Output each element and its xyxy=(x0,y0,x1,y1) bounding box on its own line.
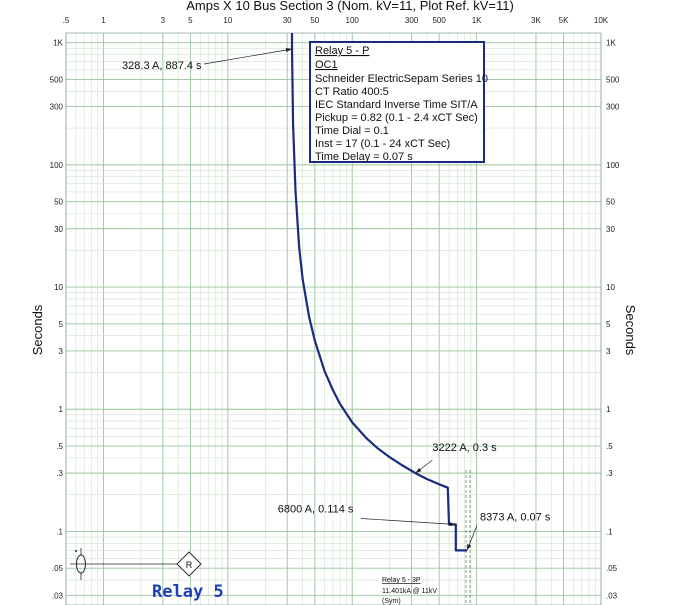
y-tick-label-left: 1K xyxy=(53,39,63,48)
annotation-arrowhead xyxy=(415,467,422,474)
y-tick-label-left: 1 xyxy=(59,405,64,414)
y-tick-label-left: 5 xyxy=(59,320,64,329)
y-tick-label-left: 100 xyxy=(50,161,64,170)
y-tick-label-left: .1 xyxy=(56,527,63,536)
y-tick-label-left: 50 xyxy=(54,198,63,207)
annotation-arrowhead xyxy=(285,48,293,52)
y-tick-label-right: .05 xyxy=(606,564,618,573)
y-tick-label-left: .3 xyxy=(56,469,63,478)
y-tick-label-right: 5 xyxy=(606,320,611,329)
relay-info-box[interactable]: Relay 5 - P OC1 Schneider ElectricSepam … xyxy=(309,41,488,163)
y-axis-label-left: Seconds xyxy=(30,304,45,355)
x-tick-label: 50 xyxy=(310,16,319,25)
oneline-diagram: R xyxy=(70,548,202,580)
y-tick-label-left: 30 xyxy=(54,225,63,234)
y-tick-label-left: .5 xyxy=(56,442,63,451)
x-tick-label: 10 xyxy=(223,16,232,25)
relay-info-line: Time Dial = 0.1 xyxy=(315,125,389,137)
y-tick-label-right: 500 xyxy=(606,75,620,84)
annotation-label: 6800 A, 0.114 s xyxy=(278,503,354,515)
y-tick-label-right: 1K xyxy=(606,39,616,48)
y-tick-label-right: .5 xyxy=(606,442,613,451)
y-tick-label-right: 10 xyxy=(606,283,615,292)
y-tick-label-right: 3 xyxy=(606,347,611,356)
relay-info-line: Time Delay = 0.07 s xyxy=(315,151,413,163)
y-tick-label-right: 1 xyxy=(606,405,611,414)
relay-symbol-label: R xyxy=(186,560,193,570)
relay-info-line: Inst = 17 (0.1 - 24 xCT Sec) xyxy=(315,138,450,150)
y-tick-label-left: .03 xyxy=(52,591,64,600)
x-tick-label: 300 xyxy=(405,16,419,25)
y-tick-label-left: 300 xyxy=(50,103,64,112)
y-tick-label-left: 3 xyxy=(59,347,64,356)
y-tick-label-left: 500 xyxy=(50,75,64,84)
annotation-leader xyxy=(360,518,456,525)
annotation-label: 3222 A, 0.3 s xyxy=(432,442,497,454)
relay-info-element: OC1 xyxy=(315,59,338,71)
x-tick-labels: .5 1 3 5 10 30 50 100 300 500 1K 3K 5K 10K xyxy=(63,16,609,25)
relay-label: Relay 5 xyxy=(152,582,224,602)
y-tick-label-right: 300 xyxy=(606,103,620,112)
y-tick-label-left: 10 xyxy=(54,283,63,292)
y-tick-label-left: .05 xyxy=(52,564,64,573)
annotation-arrowhead xyxy=(467,544,472,551)
x-tick-label: 5K xyxy=(559,16,569,25)
x-tick-label: 3K xyxy=(531,16,541,25)
x-tick-label: 500 xyxy=(432,16,446,25)
y-axis-label-right: Seconds xyxy=(623,305,638,356)
y-tick-label-right: 100 xyxy=(606,161,620,170)
fault-label: Relay 5 - 3P 11.401kA @ 11kV (Sym) xyxy=(382,577,437,605)
x-tick-label: 1 xyxy=(101,16,106,25)
x-tick-label: 3 xyxy=(161,16,166,25)
plot-frame xyxy=(65,32,602,605)
annotation-leader xyxy=(203,48,293,65)
x-tick-label: .5 xyxy=(63,16,70,25)
fault-title: Relay 5 - 3P xyxy=(382,577,421,584)
x-tick-label: 1K xyxy=(472,16,482,25)
y-tick-label-right: .03 xyxy=(606,591,618,600)
x-tick-label: 10K xyxy=(594,16,609,25)
fault-note: (Sym) xyxy=(382,598,401,605)
annotation-label: 8373 A, 0.07 s xyxy=(480,511,551,523)
x-tick-label: 5 xyxy=(188,16,193,25)
curve-annotations: 328.3 A, 887.4 s 3222 A, 0.3 s 6800 A, 0.1… xyxy=(122,48,551,551)
x-tick-label: 100 xyxy=(346,16,360,25)
y-tick-label-right: 30 xyxy=(606,225,615,234)
relay-symbol[interactable] xyxy=(176,551,202,577)
fault-current: 11.401kA @ 11kV xyxy=(382,588,437,595)
chart-title: Amps X 10 Bus Section 3 (Nom. kV=11, Plo… xyxy=(186,0,514,13)
relay-info-line: Pickup = 0.82 (0.1 - 2.4 xCT Sec) xyxy=(315,112,478,124)
relay-5-tcc-curve[interactable] xyxy=(290,33,467,552)
x-tick-label: 30 xyxy=(283,16,292,25)
annotation-arrowhead xyxy=(449,522,456,527)
relay-info-line: Schneider ElectricSepam Series 10 xyxy=(315,73,488,85)
relay-info-title: Relay 5 - P xyxy=(315,45,369,57)
y-tick-label-right: .1 xyxy=(606,527,613,536)
y-tick-label-right: 50 xyxy=(606,198,615,207)
relay-info-line: CT Ratio 400:5 xyxy=(315,86,389,98)
y-tick-label-right: .3 xyxy=(606,469,613,478)
ct-polarity-dot xyxy=(75,550,77,552)
relay-info-line: IEC Standard Inverse Time SIT/A xyxy=(315,99,478,111)
annotation-label: 328.3 A, 887.4 s xyxy=(122,60,202,72)
